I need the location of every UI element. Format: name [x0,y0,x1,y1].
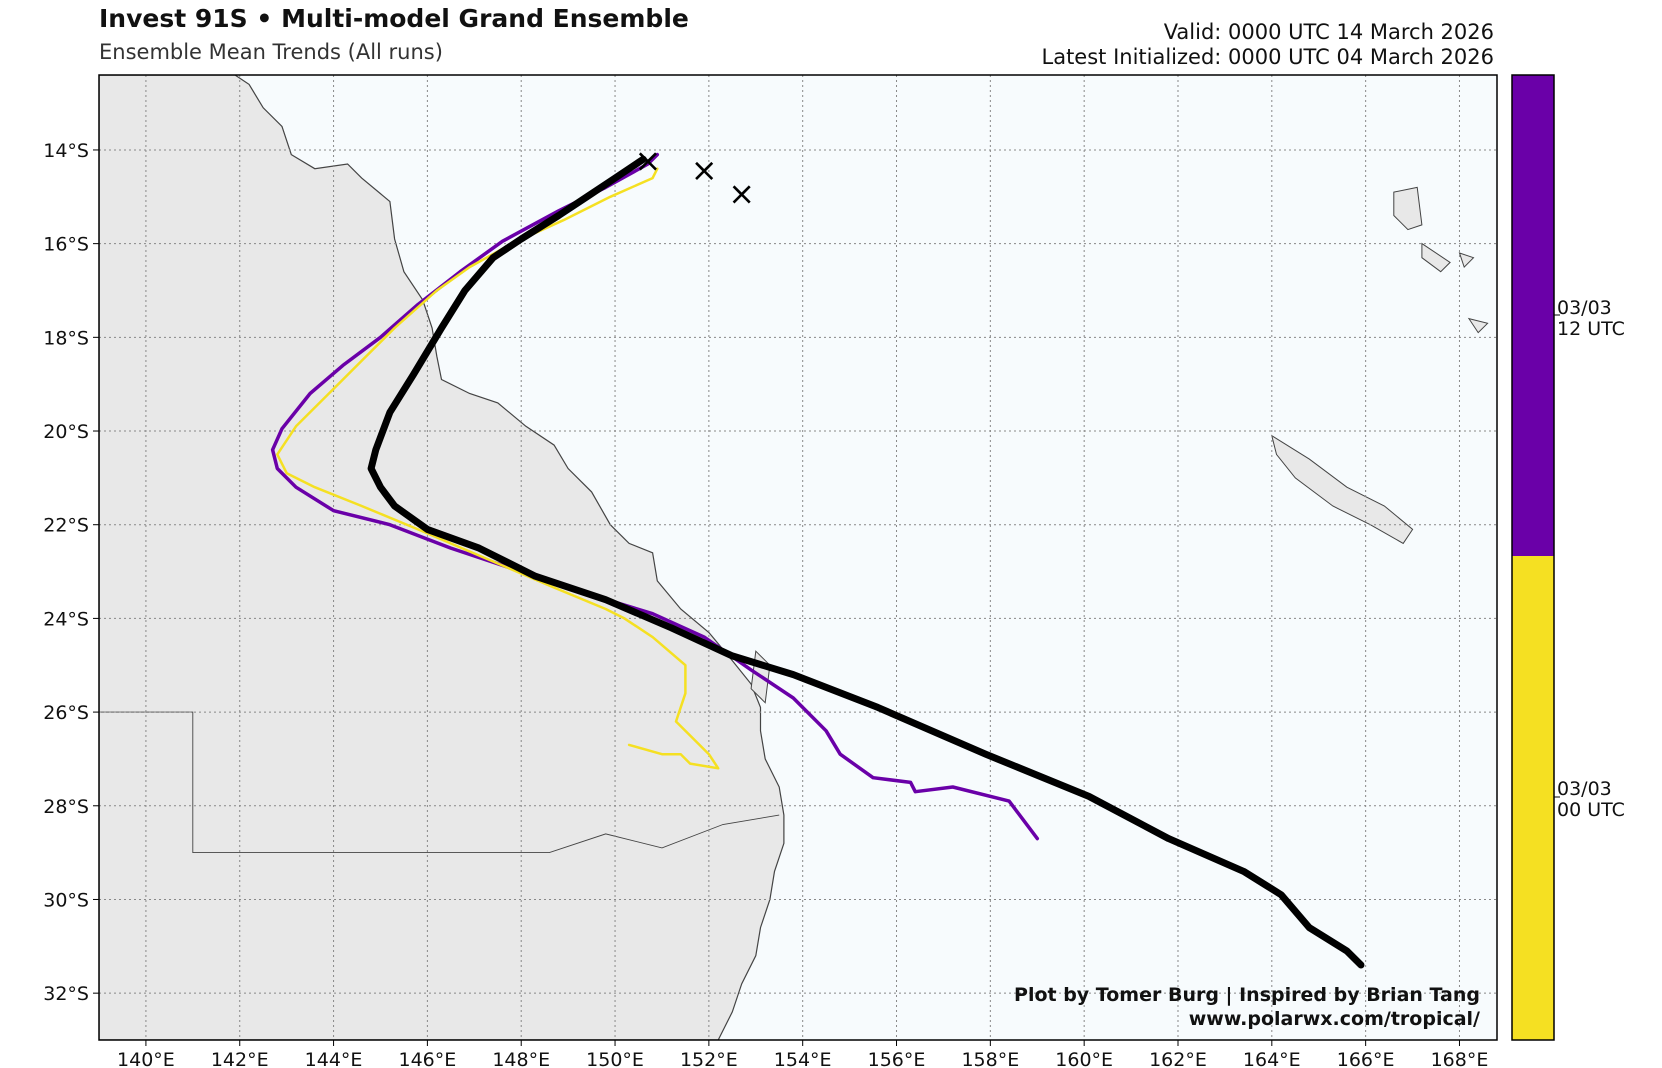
colorbar-label-00utc: 03/03 00 UTC [1557,779,1625,821]
efate [1467,317,1489,334]
lon-tick-label: 166°E [1337,1049,1395,1068]
colorbar-label-12utc: 03/03 12 UTC [1557,298,1625,340]
lat-tick-label: 16°S [43,234,89,256]
lon-tick-label: 142°E [211,1049,269,1068]
lat-tick-label: 30°S [43,889,89,911]
credit-author: Plot by Tomer Burg | Inspired by Brian T… [1014,984,1480,1006]
track-end-marker: × [691,151,718,189]
lon-tick-label: 160°E [1055,1049,1113,1068]
credit-url: www.polarwx.com/tropical/ [1188,1008,1480,1030]
colorbar-label-12utc-date: 03/03 [1557,297,1612,319]
lon-tick-label: 140°E [117,1049,175,1068]
new-caledonia [1271,434,1414,545]
lon-tick-label: 164°E [1243,1049,1301,1068]
lat-tick-label: 14°S [43,140,89,162]
lon-tick-label: 146°E [398,1049,456,1068]
colorbar-segment-12utc [1512,75,1554,556]
colorbar-label-00utc-time: 00 UTC [1557,799,1625,821]
lat-tick-label: 26°S [43,702,89,724]
lon-tick-label: 154°E [774,1049,832,1068]
colorbar-frame [1511,74,1555,1041]
state-border [99,711,780,854]
lon-tick-label: 150°E [586,1049,644,1068]
colorbar-label-12utc-time: 12 UTC [1557,318,1625,340]
colorbar-segment-00utc [1512,556,1554,1040]
plot-frame [98,74,1498,1041]
ambrym [1458,252,1475,269]
lon-tick-label: 152°E [680,1049,738,1068]
colorbar-label-00utc-date: 03/03 [1557,778,1612,800]
malekula [1421,242,1451,273]
chart-title: Invest 91S • Multi-model Grand Ensemble [99,4,689,33]
lat-tick-label: 22°S [43,515,89,537]
lon-tick-label: 156°E [868,1049,926,1068]
valid-time: Valid: 0000 UTC 14 March 2026 [1163,20,1494,44]
lat-tick-label: 24°S [43,608,89,630]
lon-tick-label: 162°E [1149,1049,1207,1068]
lat-tick-label: 32°S [43,983,89,1005]
lat-tick-label: 20°S [43,421,89,443]
espiritu-santo [1393,186,1423,231]
lon-tick-label: 144°E [305,1049,363,1068]
lat-tick-label: 18°S [43,327,89,349]
ensemble-track [270,152,1040,841]
track-end-marker: × [728,174,755,212]
latest-initialized: Latest Initialized: 0000 UTC 04 March 20… [1041,45,1495,69]
mean-track [367,155,1365,969]
lon-tick-label: 158°E [961,1049,1019,1068]
ensemble-track [276,167,720,770]
chart-subtitle: Ensemble Mean Trends (All runs) [99,40,443,64]
track-end-marker: × [634,142,661,180]
lat-tick-label: 28°S [43,796,89,818]
lon-tick-label: 148°E [492,1049,550,1068]
lon-tick-label: 168°E [1431,1049,1489,1068]
